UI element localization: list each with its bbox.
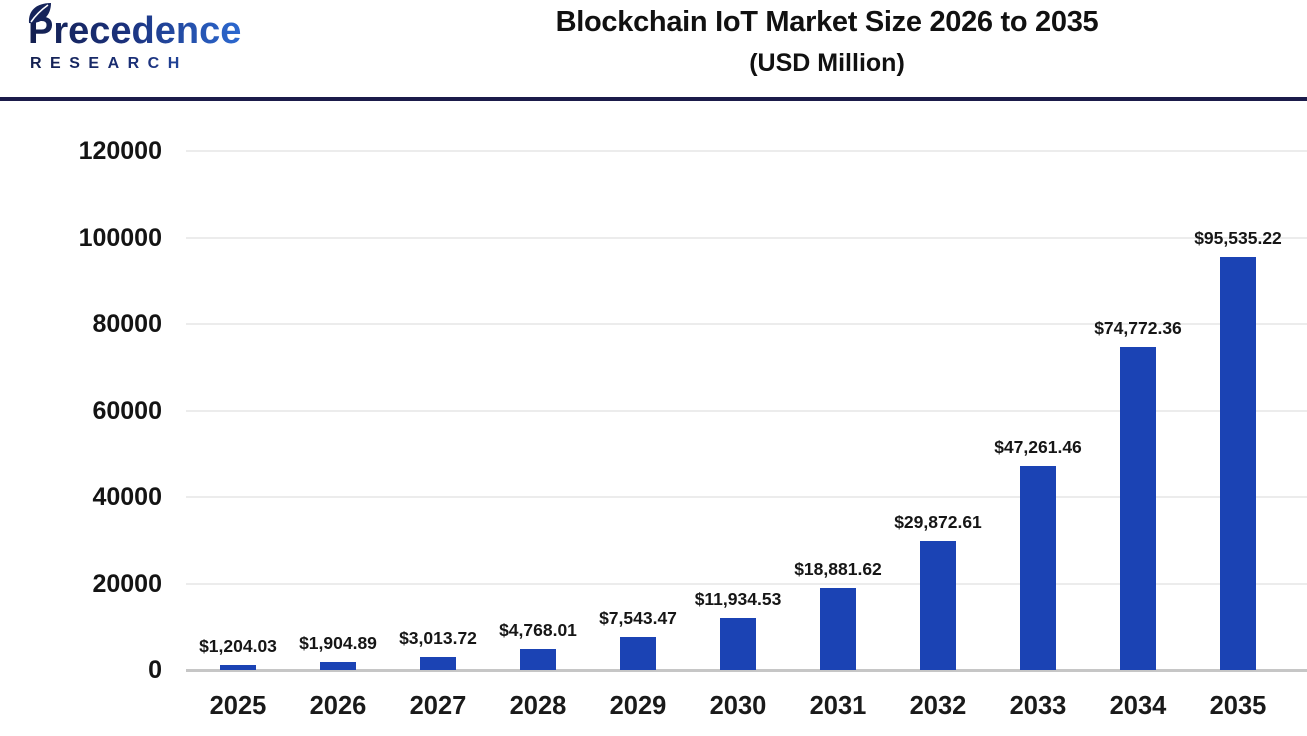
gridline bbox=[186, 236, 1307, 239]
x-tick-label: 2034 bbox=[1109, 692, 1167, 720]
bar-2034 bbox=[1120, 346, 1156, 670]
chart-title: Blockchain IoT Market Size 2026 to 2035 … bbox=[347, 4, 1307, 80]
precedence-research-logo: Precedence RESEARCH bbox=[26, 3, 246, 73]
bar-value-label: $47,261.46 bbox=[994, 436, 1082, 457]
gridline bbox=[186, 496, 1307, 498]
header-divider bbox=[0, 97, 1307, 101]
bar-2029 bbox=[620, 637, 656, 670]
bar-value-label: $1,904.89 bbox=[299, 632, 377, 653]
x-tick-label: 2030 bbox=[709, 692, 767, 720]
bar-2027 bbox=[420, 656, 456, 670]
chart-title-line2: (USD Million) bbox=[749, 49, 905, 77]
bar-value-label: $7,543.47 bbox=[599, 608, 677, 629]
bar-2028 bbox=[520, 649, 556, 670]
bar-value-label: $29,872.61 bbox=[894, 511, 982, 532]
bar-value-label: $74,772.36 bbox=[1094, 317, 1182, 338]
y-tick-label: 0 bbox=[148, 656, 162, 684]
y-axis: 0 20000 40000 60000 80000 100000 120000 bbox=[0, 137, 162, 684]
x-tick-label: 2031 bbox=[809, 692, 867, 720]
leaf-icon bbox=[28, 3, 51, 24]
bar-2033 bbox=[1020, 465, 1056, 670]
gridline bbox=[186, 323, 1307, 325]
bar-2032 bbox=[920, 540, 956, 670]
chart-title-line1: Blockchain IoT Market Size 2026 to 2035 bbox=[555, 6, 1099, 38]
logo-brand-text: Precedence bbox=[26, 8, 246, 54]
x-tick-label: 2032 bbox=[909, 692, 967, 720]
y-tick-label: 100000 bbox=[78, 223, 162, 252]
bar-value-label: $4,768.01 bbox=[499, 620, 577, 641]
bar-2025 bbox=[220, 664, 256, 670]
x-tick-label: 2026 bbox=[309, 692, 367, 720]
bar-value-label: $11,934.53 bbox=[694, 589, 782, 610]
plot-area: $1,204.03 2025 $1,904.89 2026 $3,013.72 2027 $… bbox=[186, 150, 1307, 720]
gridline bbox=[186, 409, 1307, 412]
bar-2031 bbox=[820, 588, 856, 670]
bar-value-label: $18,881.62 bbox=[794, 559, 882, 580]
bar-2030 bbox=[720, 618, 756, 670]
x-tick-label: 2033 bbox=[1009, 692, 1067, 720]
bar-2035 bbox=[1220, 256, 1256, 670]
x-tick-label: 2025 bbox=[209, 692, 267, 720]
bar-value-label: $95,535.22 bbox=[1194, 227, 1282, 248]
y-tick-label: 20000 bbox=[92, 569, 162, 598]
x-tick-label: 2028 bbox=[509, 692, 567, 720]
y-tick-label: 120000 bbox=[78, 137, 162, 165]
gridline bbox=[186, 582, 1307, 585]
bar-2026 bbox=[320, 661, 356, 670]
gridline bbox=[186, 150, 1307, 152]
y-tick-label: 60000 bbox=[92, 396, 162, 425]
y-tick-label: 40000 bbox=[92, 483, 162, 511]
bar-value-label: $3,013.72 bbox=[399, 627, 477, 648]
x-tick-label: 2027 bbox=[409, 692, 467, 720]
x-axis-baseline bbox=[186, 669, 1307, 672]
logo-sub-text: RESEARCH bbox=[26, 55, 246, 73]
x-tick-label: 2035 bbox=[1209, 692, 1267, 720]
bar-value-label: $1,204.03 bbox=[199, 635, 277, 656]
y-tick-label: 80000 bbox=[92, 310, 162, 338]
x-tick-label: 2029 bbox=[609, 692, 667, 720]
